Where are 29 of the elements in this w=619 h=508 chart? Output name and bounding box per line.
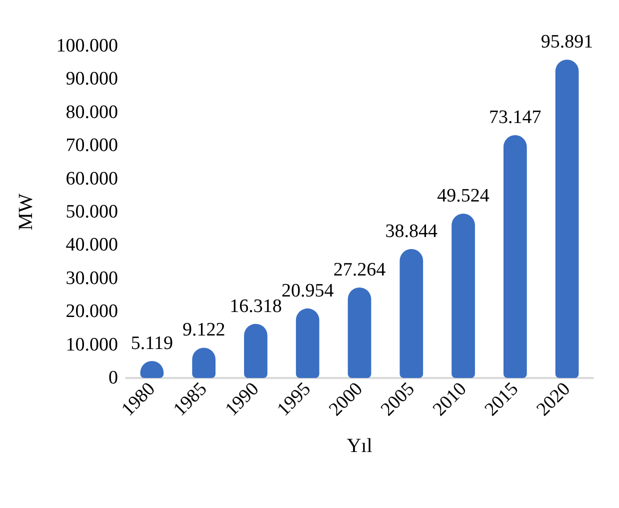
data-label: 16.318 (230, 296, 282, 317)
x-axis-title: Yıl (346, 435, 373, 457)
data-label: 5.119 (130, 333, 173, 354)
data-label: 49.524 (437, 186, 490, 207)
data-label: 38.844 (385, 221, 438, 242)
y-tick-label: 30.000 (66, 268, 118, 289)
y-tick-label: 60.000 (66, 168, 118, 190)
bar (503, 135, 527, 378)
data-label: 20.954 (281, 280, 334, 302)
bar (348, 287, 372, 378)
data-label: 95.891 (540, 32, 594, 53)
y-tick-label: 80.000 (66, 102, 118, 123)
y-tick-label: 100.000 (56, 36, 118, 56)
data-label: 73.147 (489, 107, 542, 128)
y-tick-label: 90.000 (66, 68, 118, 90)
bar (555, 60, 579, 378)
y-tick-label: 40.000 (66, 234, 118, 256)
bar (296, 308, 320, 378)
y-axis-title: MW (15, 194, 37, 230)
bar (452, 214, 475, 378)
y-tick-label: 20.000 (66, 301, 118, 322)
y-tick-label: 10.000 (66, 334, 118, 356)
y-tick-label: 50.000 (66, 202, 118, 222)
y-tick-label: 0 (108, 368, 118, 388)
bar (400, 249, 424, 378)
y-tick-label: 70.000 (66, 135, 118, 156)
data-label: 9.122 (182, 320, 226, 341)
bar (244, 324, 268, 378)
data-label: 27.264 (333, 259, 386, 280)
